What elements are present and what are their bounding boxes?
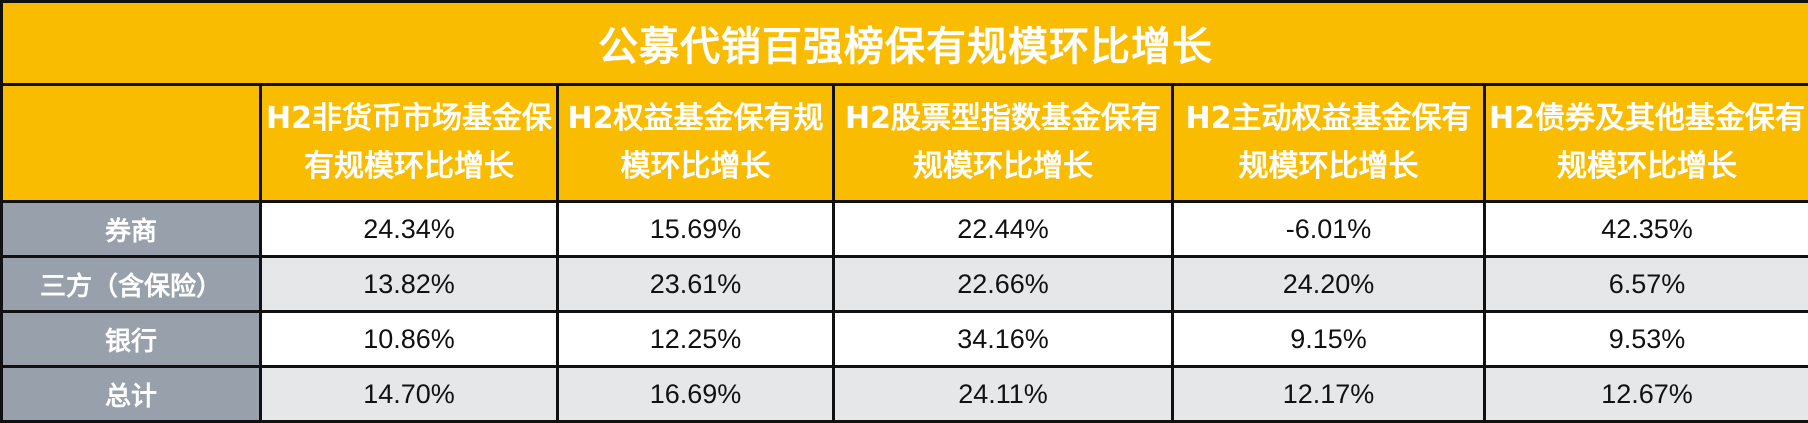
table-cell: 16.69% xyxy=(558,367,834,422)
row-label: 总计 xyxy=(2,367,261,422)
table-row: 券商 24.34% 15.69% 22.44% -6.01% 42.35% xyxy=(2,202,1808,257)
table-cell: 24.20% xyxy=(1173,257,1485,312)
table-cell: 12.67% xyxy=(1485,367,1808,422)
row-label: 银行 xyxy=(2,312,261,367)
table-cell: 9.53% xyxy=(1485,312,1808,367)
table-cell: 14.70% xyxy=(261,367,558,422)
table-cell: 22.44% xyxy=(834,202,1173,257)
table-cell: 24.11% xyxy=(834,367,1173,422)
table-cell: -6.01% xyxy=(1173,202,1485,257)
table-cell: 12.25% xyxy=(558,312,834,367)
header-row: H2非货币市场基金保有规模环比增长 H2权益基金保有规模环比增长 H2股票型指数… xyxy=(2,85,1808,202)
table-title: 公募代销百强榜保有规模环比增长 xyxy=(2,2,1808,85)
column-header: H2权益基金保有规模环比增长 xyxy=(558,85,834,202)
table-cell: 13.82% xyxy=(261,257,558,312)
table-row: 三方（含保险） 13.82% 23.61% 22.66% 24.20% 6.57… xyxy=(2,257,1808,312)
table-cell: 22.66% xyxy=(834,257,1173,312)
table-cell: 15.69% xyxy=(558,202,834,257)
table-cell: 6.57% xyxy=(1485,257,1808,312)
table-cell: 42.35% xyxy=(1485,202,1808,257)
table-cell: 24.34% xyxy=(261,202,558,257)
column-header: H2债券及其他基金保有规模环比增长 xyxy=(1485,85,1808,202)
row-label: 三方（含保险） xyxy=(2,257,261,312)
table-cell: 12.17% xyxy=(1173,367,1485,422)
row-label: 券商 xyxy=(2,202,261,257)
column-header: H2非货币市场基金保有规模环比增长 xyxy=(261,85,558,202)
column-header-blank xyxy=(2,85,261,202)
column-header: H2股票型指数基金保有规模环比增长 xyxy=(834,85,1173,202)
table-cell: 9.15% xyxy=(1173,312,1485,367)
table-row: 银行 10.86% 12.25% 34.16% 9.15% 9.53% xyxy=(2,312,1808,367)
table-cell: 34.16% xyxy=(834,312,1173,367)
table-cell: 10.86% xyxy=(261,312,558,367)
column-header: H2主动权益基金保有规模环比增长 xyxy=(1173,85,1485,202)
table-row: 总计 14.70% 16.69% 24.11% 12.17% 12.67% xyxy=(2,367,1808,422)
table-cell: 23.61% xyxy=(558,257,834,312)
